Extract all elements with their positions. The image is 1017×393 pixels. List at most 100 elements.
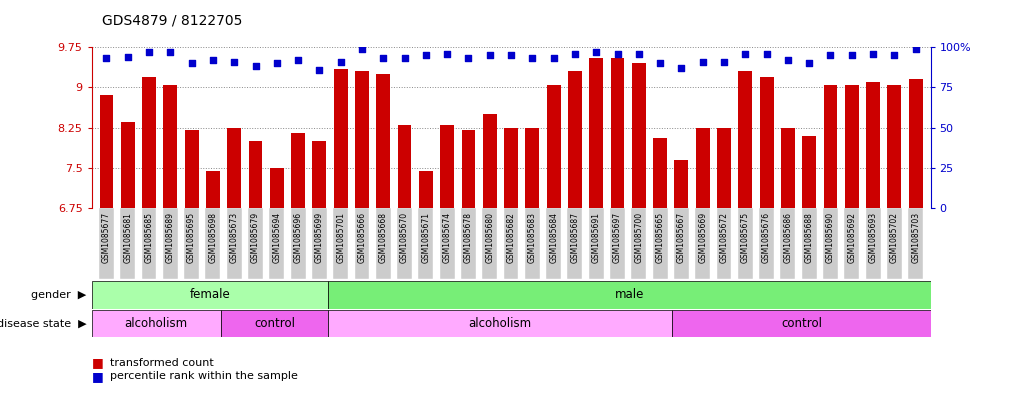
- FancyBboxPatch shape: [482, 208, 497, 279]
- Bar: [526, 128, 539, 208]
- Bar: [781, 128, 795, 208]
- Point: [716, 59, 732, 65]
- Text: disease state  ▶: disease state ▶: [0, 318, 86, 329]
- Text: GSM1085694: GSM1085694: [273, 212, 282, 263]
- Point: [780, 57, 796, 63]
- Point: [418, 52, 434, 58]
- FancyBboxPatch shape: [503, 208, 519, 279]
- FancyBboxPatch shape: [908, 208, 923, 279]
- Point: [907, 46, 923, 52]
- Point: [311, 66, 327, 73]
- Text: GSM1085703: GSM1085703: [911, 212, 920, 263]
- Point: [503, 52, 520, 58]
- Text: female: female: [189, 288, 230, 301]
- Point: [226, 59, 242, 65]
- Bar: [121, 122, 134, 208]
- FancyBboxPatch shape: [99, 208, 114, 279]
- FancyBboxPatch shape: [653, 208, 667, 279]
- Point: [204, 57, 221, 63]
- Point: [354, 46, 370, 52]
- Text: GSM1085686: GSM1085686: [783, 212, 792, 263]
- FancyBboxPatch shape: [823, 208, 838, 279]
- Bar: [227, 128, 241, 208]
- Text: GSM1085671: GSM1085671: [421, 212, 430, 263]
- Text: GSM1085678: GSM1085678: [464, 212, 473, 263]
- Bar: [589, 58, 603, 208]
- Text: GSM1085674: GSM1085674: [442, 212, 452, 263]
- FancyBboxPatch shape: [672, 310, 931, 337]
- Point: [120, 54, 136, 60]
- Text: GSM1085672: GSM1085672: [719, 212, 728, 263]
- Point: [439, 50, 456, 57]
- Text: GSM1085667: GSM1085667: [677, 212, 685, 263]
- FancyBboxPatch shape: [865, 208, 881, 279]
- Point: [864, 50, 881, 57]
- Text: GSM1085684: GSM1085684: [549, 212, 558, 263]
- FancyBboxPatch shape: [312, 208, 326, 279]
- Text: GSM1085670: GSM1085670: [400, 212, 409, 263]
- Text: GSM1085687: GSM1085687: [571, 212, 580, 263]
- Bar: [547, 85, 560, 208]
- Bar: [270, 168, 284, 208]
- Bar: [610, 58, 624, 208]
- FancyBboxPatch shape: [546, 208, 561, 279]
- Bar: [717, 128, 731, 208]
- Point: [482, 52, 498, 58]
- Bar: [206, 171, 220, 208]
- Text: GSM1085668: GSM1085668: [378, 212, 387, 263]
- FancyBboxPatch shape: [780, 208, 795, 279]
- FancyBboxPatch shape: [355, 208, 369, 279]
- FancyBboxPatch shape: [525, 208, 540, 279]
- Text: GSM1085695: GSM1085695: [187, 212, 196, 263]
- FancyBboxPatch shape: [328, 281, 931, 309]
- Bar: [376, 74, 391, 208]
- FancyBboxPatch shape: [328, 310, 672, 337]
- Text: GSM1085685: GSM1085685: [144, 212, 154, 263]
- Point: [268, 60, 285, 66]
- FancyBboxPatch shape: [376, 208, 391, 279]
- Text: GSM1085689: GSM1085689: [166, 212, 175, 263]
- Bar: [355, 72, 369, 208]
- Text: GSM1085699: GSM1085699: [315, 212, 323, 263]
- Text: GSM1085677: GSM1085677: [102, 212, 111, 263]
- FancyBboxPatch shape: [738, 208, 753, 279]
- Point: [844, 52, 860, 58]
- Bar: [866, 82, 880, 208]
- Point: [397, 55, 413, 62]
- Point: [545, 55, 561, 62]
- Bar: [569, 72, 582, 208]
- Text: GSM1085693: GSM1085693: [869, 212, 878, 263]
- FancyBboxPatch shape: [291, 208, 305, 279]
- FancyBboxPatch shape: [120, 208, 135, 279]
- Bar: [504, 128, 518, 208]
- Point: [247, 63, 263, 70]
- Bar: [291, 133, 305, 208]
- Bar: [802, 136, 816, 208]
- Bar: [483, 114, 496, 208]
- FancyBboxPatch shape: [801, 208, 817, 279]
- Bar: [653, 138, 667, 208]
- Text: GSM1085702: GSM1085702: [890, 212, 899, 263]
- Text: GSM1085683: GSM1085683: [528, 212, 537, 263]
- Text: GSM1085700: GSM1085700: [635, 212, 644, 263]
- Text: alcoholism: alcoholism: [124, 317, 187, 330]
- Point: [461, 55, 477, 62]
- Point: [141, 49, 158, 55]
- FancyBboxPatch shape: [759, 208, 774, 279]
- Bar: [738, 72, 753, 208]
- Text: GSM1085696: GSM1085696: [294, 212, 303, 263]
- Bar: [440, 125, 454, 208]
- Text: GSM1085692: GSM1085692: [847, 212, 856, 263]
- Text: transformed count: transformed count: [110, 358, 214, 368]
- Text: GSM1085690: GSM1085690: [826, 212, 835, 263]
- Bar: [845, 85, 858, 208]
- Bar: [398, 125, 412, 208]
- Bar: [312, 141, 326, 208]
- Bar: [100, 95, 113, 208]
- Text: GSM1085680: GSM1085680: [485, 212, 494, 263]
- FancyBboxPatch shape: [92, 281, 328, 309]
- FancyBboxPatch shape: [221, 310, 328, 337]
- Text: GSM1085698: GSM1085698: [208, 212, 218, 263]
- Bar: [696, 128, 710, 208]
- Text: GSM1085675: GSM1085675: [740, 212, 750, 263]
